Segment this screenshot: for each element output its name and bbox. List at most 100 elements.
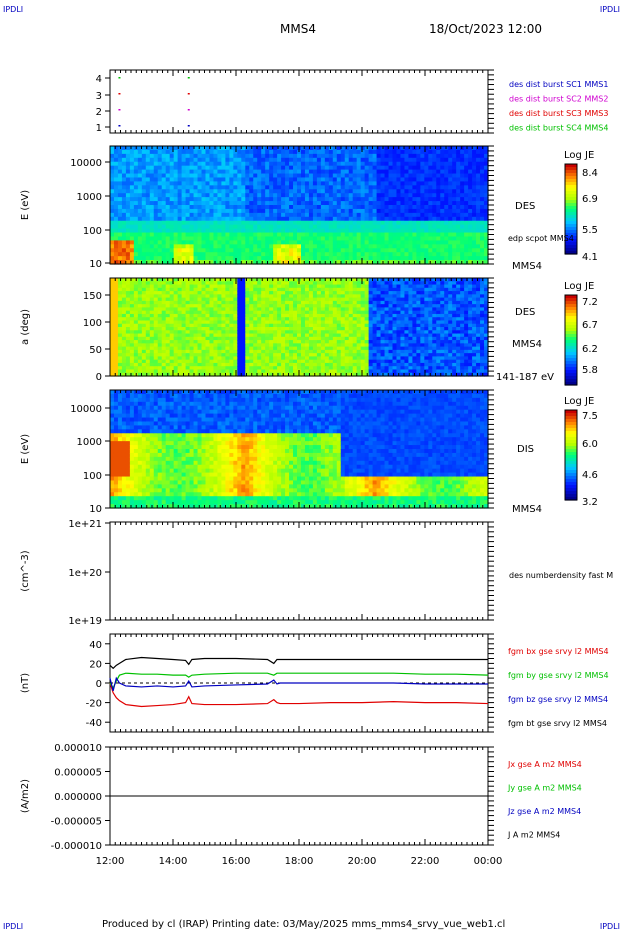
burst-legend-item: des dist burst SC4 MMS4 bbox=[509, 124, 608, 133]
current-panel-ytick-label: -0.000010 bbox=[51, 841, 102, 852]
des-pitch-angle-ytick-label: 100 bbox=[83, 318, 102, 329]
density-panel-ytick-label: 1e+21 bbox=[68, 519, 102, 530]
burst-panel-ytick-label: 3 bbox=[96, 91, 102, 102]
burst-panel-ytick-label: 1 bbox=[96, 123, 102, 134]
des-pitch-angle-colorbar-tick: 7.2 bbox=[582, 297, 598, 308]
dis-energy-colorbar-frame bbox=[564, 409, 578, 501]
dis-energy-ytick-label: 100 bbox=[83, 471, 102, 482]
spacecraft-dis-label: MMS4 bbox=[512, 504, 542, 515]
des-pitch-angle-colorbar-frame bbox=[564, 294, 578, 386]
date-title: 18/Oct/2023 12:00 bbox=[429, 22, 543, 36]
dis-energy-minor-ticks bbox=[109, 389, 494, 509]
energy-range-label: 141-187 eV bbox=[496, 372, 554, 383]
burst-legend-item: des dist burst SC2 MMS2 bbox=[509, 95, 608, 104]
corner-label-bottom-right: IPDLI bbox=[599, 922, 620, 931]
bfield-legend-item: fgm bx gse srvy l2 MMS4 bbox=[508, 647, 609, 656]
dis-energy-ytick-label: 10 bbox=[89, 504, 102, 515]
bfield-series-3 bbox=[109, 656, 488, 670]
bfield-panel-minor-ticks bbox=[109, 633, 494, 733]
burst-panel-minor-ticks bbox=[109, 69, 494, 134]
burst-marker bbox=[187, 109, 190, 111]
des-energy-minor-ticks bbox=[109, 145, 494, 265]
bfield-panel-ytick-label: 0 bbox=[96, 679, 102, 690]
des-energy-ytick-label: 1000 bbox=[77, 192, 102, 203]
bfield-series-1 bbox=[109, 672, 489, 690]
dis-energy-ylabel: E (eV) bbox=[20, 434, 31, 464]
des-energy-colorbar-tick: 8.4 bbox=[582, 168, 598, 179]
bfield-legend-item: fgm bz gse srvy l2 MMS4 bbox=[508, 695, 608, 704]
xaxis-tick-label: 22:00 bbox=[411, 856, 440, 867]
des-energy-ytick-label: 10000 bbox=[70, 158, 102, 169]
footer-credit: Produced by cl (IRAP) Printing date: 03/… bbox=[102, 919, 506, 930]
density-panel-minor-ticks bbox=[109, 521, 494, 621]
xaxis-tick-label: 12:00 bbox=[96, 856, 125, 867]
spacecraft-label: MMS4 bbox=[512, 261, 542, 272]
dis-label: DIS bbox=[517, 444, 534, 455]
bfield-series-0 bbox=[109, 682, 489, 708]
burst-marker bbox=[118, 77, 121, 79]
current-ylabel: (A/m2) bbox=[20, 779, 31, 813]
des-energy-colorbar-tick: 5.5 bbox=[582, 225, 598, 236]
des-energy-colorbar-tick: 6.9 bbox=[582, 194, 598, 205]
des-label: DES bbox=[515, 201, 535, 212]
burst-marker bbox=[118, 125, 121, 127]
des-energy-colorbar-tick: 4.1 bbox=[582, 252, 598, 263]
density-legend: des numberdensity fast M bbox=[509, 571, 613, 580]
des-energy-ytick-label: 100 bbox=[83, 226, 102, 237]
xaxis-tick-label: 00:00 bbox=[474, 856, 503, 867]
dis-energy-colorbar bbox=[565, 410, 577, 501]
spacecraft-pa-label: MMS4 bbox=[512, 339, 542, 350]
bfield-ylabel: (nT) bbox=[20, 673, 31, 693]
dis-energy-ytick-label: 1000 bbox=[77, 437, 102, 448]
bfield-legend-item: fgm bt gse srvy l2 MMS4 bbox=[508, 719, 607, 728]
des-pitch-angle-ytick-label: 150 bbox=[83, 291, 102, 302]
des-pitch-angle-colorbar-tick: 6.7 bbox=[582, 320, 598, 331]
corner-label-bottom-left: IPDLI bbox=[3, 922, 24, 931]
dis-energy-colorbar-tick: 4.6 bbox=[582, 470, 598, 481]
bfield-legend-item: fgm by gse srvy l2 MMS4 bbox=[508, 671, 609, 680]
bfield-panel-ytick-label: -40 bbox=[86, 718, 102, 729]
density-panel-ytick-label: 1e+20 bbox=[68, 568, 102, 579]
burst-marker bbox=[118, 109, 121, 111]
xaxis-tick-label: 14:00 bbox=[159, 856, 188, 867]
dis-energy-colorbar-title: Log JE bbox=[564, 396, 594, 407]
xaxis-tick-label: 20:00 bbox=[348, 856, 377, 867]
des-energy-colorbar bbox=[565, 164, 577, 255]
burst-marker bbox=[187, 125, 190, 127]
des-pitch-angle-minor-ticks bbox=[109, 277, 494, 377]
bfield-panel-ytick-label: -20 bbox=[86, 699, 102, 710]
scpot-label: edp scpot MMS4 bbox=[508, 234, 574, 243]
dis-energy-heatmap bbox=[110, 390, 489, 509]
corner-label-top-left: IPDLI bbox=[3, 5, 24, 14]
corner-label-top-right: IPDLI bbox=[599, 5, 620, 14]
des-energy-ytick-label: 10 bbox=[89, 259, 102, 270]
burst-marker bbox=[187, 77, 190, 79]
current-panel-ytick-label: 0.000000 bbox=[54, 792, 102, 803]
current-panel-ytick-label: -0.000005 bbox=[51, 817, 102, 828]
bfield-panel-ytick-label: 20 bbox=[89, 659, 102, 670]
burst-panel-frame bbox=[109, 69, 489, 134]
des-pitch-angle-colorbar bbox=[565, 295, 577, 386]
current-legend-item: Jz gse A m2 MMS4 bbox=[507, 807, 581, 816]
current-legend-item: Jx gse A m2 MMS4 bbox=[507, 760, 582, 769]
xaxis-tick-label: 18:00 bbox=[285, 856, 314, 867]
des-pitch-angle-ytick-label: 0 bbox=[96, 372, 102, 383]
burst-panel-ytick-label: 2 bbox=[96, 107, 102, 118]
des-pitch-angle-heatmap bbox=[110, 278, 489, 377]
burst-legend-item: des dist burst SC1 MMS1 bbox=[509, 80, 608, 89]
des-pitch-angle-ylabel: a (deg) bbox=[20, 309, 31, 345]
dis-energy-colorbar-tick: 6.0 bbox=[582, 439, 598, 450]
dis-energy-ytick-label: 10000 bbox=[70, 404, 102, 415]
bfield-series-2 bbox=[109, 676, 488, 691]
density-panel-ytick-label: 1e+19 bbox=[68, 616, 102, 627]
des-energy-colorbar-title: Log JE bbox=[564, 150, 594, 161]
des-energy-heatmap bbox=[110, 146, 489, 265]
current-panel-ytick-label: 0.000005 bbox=[54, 768, 102, 779]
current-panel-ytick-label: 0.000010 bbox=[54, 743, 102, 754]
density-panel-frame bbox=[109, 521, 489, 621]
burst-marker bbox=[187, 93, 190, 95]
des-pitch-angle-colorbar-tick: 5.8 bbox=[582, 365, 598, 376]
des-pitch-angle-colorbar-tick: 6.2 bbox=[582, 344, 598, 355]
des-pitch-angle-ytick-label: 50 bbox=[89, 345, 102, 356]
